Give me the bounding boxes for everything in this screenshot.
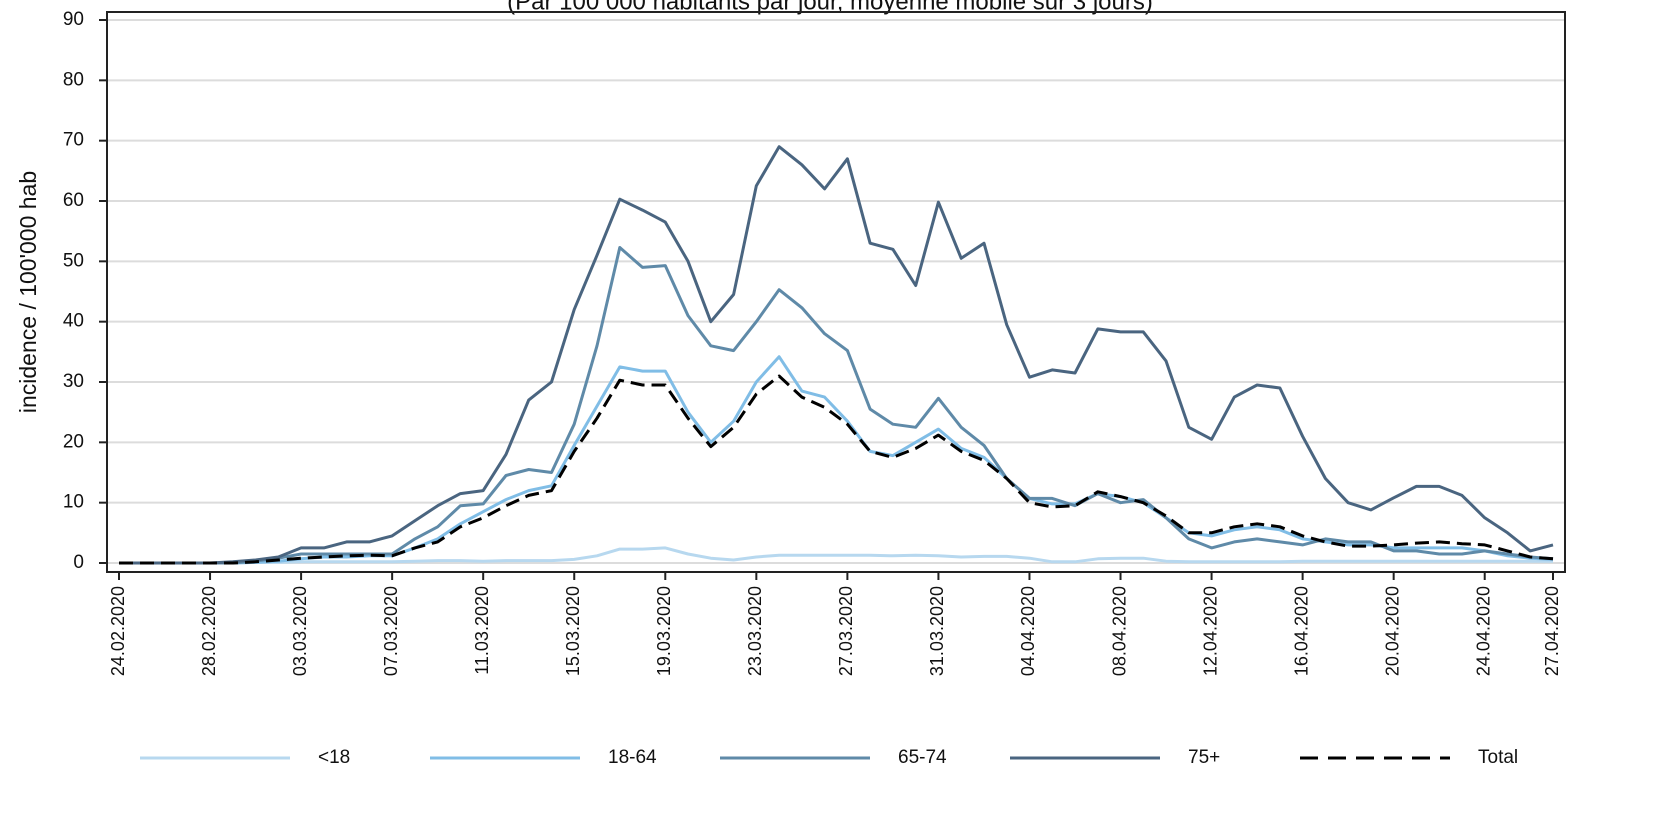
chart-subtitle: (Par 100 000 habitants par jour, moyenne… bbox=[507, 0, 1153, 15]
series-line bbox=[119, 374, 1554, 565]
x-tick-label: 11.03.2020 bbox=[472, 586, 492, 675]
series-line bbox=[119, 145, 1554, 565]
y-tick-label: 10 bbox=[63, 492, 84, 513]
x-tick-label: 27.03.2020 bbox=[836, 586, 856, 676]
x-tick-label: 23.03.2020 bbox=[745, 586, 765, 676]
x-tick-label: 07.03.2020 bbox=[381, 586, 401, 676]
x-tick-label: 04.04.2020 bbox=[1018, 586, 1038, 676]
x-tick-label: 24.04.2020 bbox=[1473, 586, 1493, 676]
x-tick-label: 08.04.2020 bbox=[1109, 586, 1129, 676]
y-tick-label: 90 bbox=[63, 9, 84, 30]
plot-frame bbox=[106, 11, 1566, 573]
legend-label: 18-64 bbox=[608, 747, 657, 768]
legend-label: <18 bbox=[318, 747, 350, 768]
x-tick-label: 28.02.2020 bbox=[199, 586, 219, 676]
x-tick-label: 03.03.2020 bbox=[290, 586, 310, 676]
x-tick-label: 19.03.2020 bbox=[654, 586, 674, 676]
y-tick-label: 70 bbox=[63, 130, 84, 151]
x-tick-label: 24.02.2020 bbox=[108, 586, 128, 676]
y-tick-label: 40 bbox=[63, 311, 84, 332]
series-line bbox=[119, 246, 1554, 565]
y-tick-label: 0 bbox=[73, 552, 84, 573]
legend-label: Total bbox=[1478, 747, 1518, 768]
x-tick-label: 15.03.2020 bbox=[563, 586, 583, 676]
y-axis-label: incidence / 100'000 hab bbox=[15, 171, 41, 413]
y-tick-label: 20 bbox=[63, 431, 84, 452]
legend-label: 65-74 bbox=[898, 747, 947, 768]
x-tick-label: 12.04.2020 bbox=[1200, 586, 1220, 676]
x-tick-label: 20.04.2020 bbox=[1382, 586, 1402, 676]
x-tick-label: 16.04.2020 bbox=[1291, 586, 1311, 676]
legend-label: 75+ bbox=[1188, 747, 1220, 768]
x-tick-label: 27.04.2020 bbox=[1542, 586, 1562, 676]
y-tick-label: 60 bbox=[63, 190, 84, 211]
y-tick-label: 80 bbox=[63, 69, 84, 90]
series-line bbox=[119, 355, 1554, 565]
x-tick-label: 31.03.2020 bbox=[927, 586, 947, 676]
y-tick-label: 50 bbox=[63, 250, 84, 271]
y-tick-label: 30 bbox=[63, 371, 84, 392]
series-line bbox=[119, 546, 1553, 565]
